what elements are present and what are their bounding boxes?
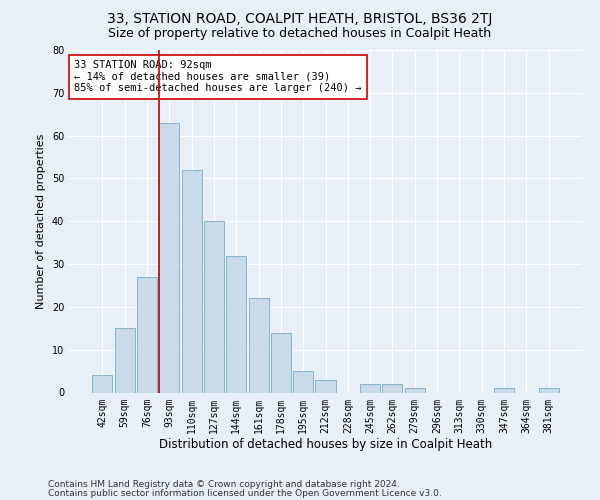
Text: 33, STATION ROAD, COALPIT HEATH, BRISTOL, BS36 2TJ: 33, STATION ROAD, COALPIT HEATH, BRISTOL… bbox=[107, 12, 493, 26]
Bar bbox=[293, 371, 313, 392]
Bar bbox=[316, 380, 335, 392]
Bar bbox=[226, 256, 246, 392]
Bar bbox=[405, 388, 425, 392]
Bar bbox=[92, 376, 112, 392]
Text: 33 STATION ROAD: 92sqm
← 14% of detached houses are smaller (39)
85% of semi-det: 33 STATION ROAD: 92sqm ← 14% of detached… bbox=[74, 60, 362, 94]
Y-axis label: Number of detached properties: Number of detached properties bbox=[36, 134, 46, 309]
Bar bbox=[159, 123, 179, 392]
Bar bbox=[382, 384, 403, 392]
Text: Contains public sector information licensed under the Open Government Licence v3: Contains public sector information licen… bbox=[48, 489, 442, 498]
Bar bbox=[204, 221, 224, 392]
Bar bbox=[182, 170, 202, 392]
Bar bbox=[137, 277, 157, 392]
Text: Size of property relative to detached houses in Coalpit Heath: Size of property relative to detached ho… bbox=[109, 28, 491, 40]
Bar bbox=[115, 328, 135, 392]
Bar bbox=[494, 388, 514, 392]
Bar bbox=[360, 384, 380, 392]
Bar bbox=[539, 388, 559, 392]
Text: Contains HM Land Registry data © Crown copyright and database right 2024.: Contains HM Land Registry data © Crown c… bbox=[48, 480, 400, 489]
X-axis label: Distribution of detached houses by size in Coalpit Heath: Distribution of detached houses by size … bbox=[159, 438, 492, 451]
Bar bbox=[248, 298, 269, 392]
Bar bbox=[271, 332, 291, 392]
